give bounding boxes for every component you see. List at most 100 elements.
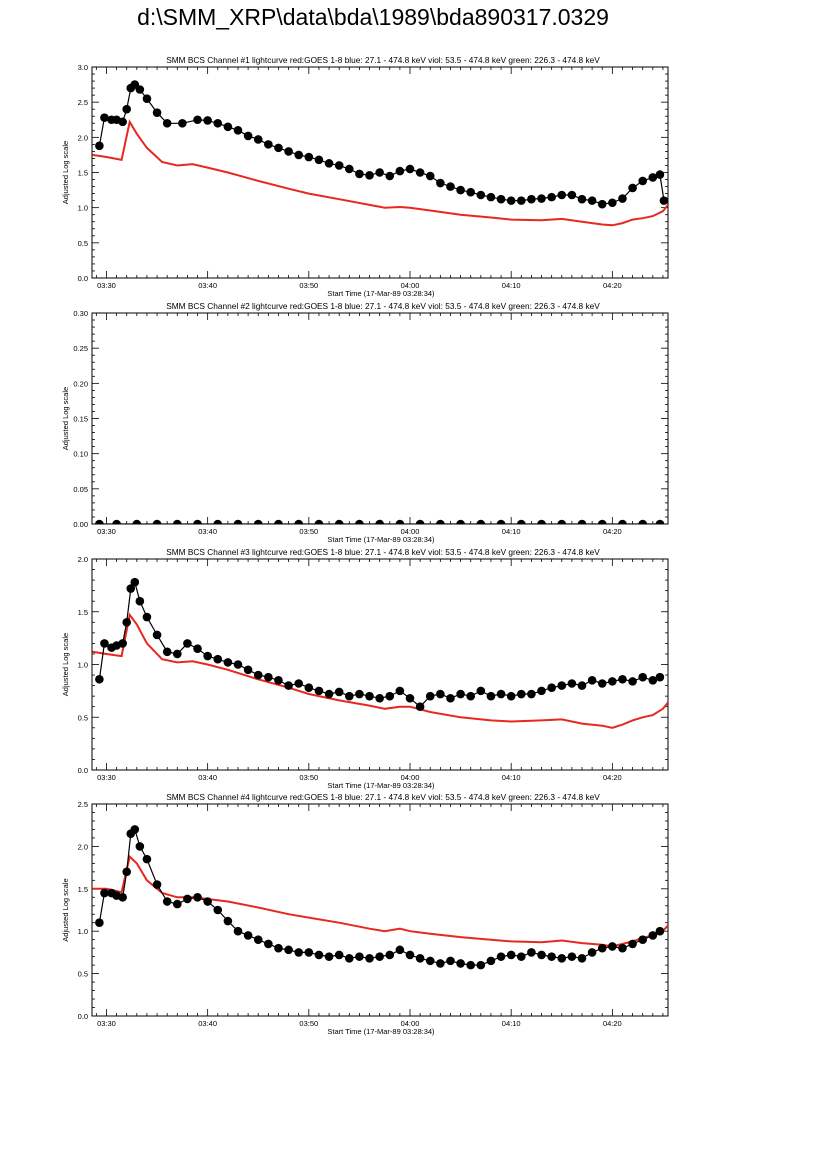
plot-frame [91, 803, 669, 1017]
channel-data-point [608, 198, 617, 208]
x-tick-label: 03:40 [198, 281, 217, 290]
channel-data-point [264, 672, 273, 682]
channel-data-point [130, 825, 140, 834]
channel-data-point [100, 888, 109, 898]
channel-data-point [618, 519, 627, 524]
channel-data-point [203, 116, 212, 125]
channel-data-point [95, 519, 104, 524]
channel-data-point [172, 649, 182, 659]
channel-data-point [183, 894, 192, 904]
channel-data-point [385, 691, 395, 701]
channel-data-point [415, 168, 425, 177]
channel-data-point [183, 639, 192, 648]
channel-data-point [506, 950, 516, 960]
panel-title: SMM BCS Channel #1 lightcurve red:GOES 1… [166, 55, 600, 65]
channel-data-point [425, 691, 435, 701]
x-tick-label: 03:40 [198, 527, 217, 536]
channel-data-point [516, 689, 526, 699]
channel-data-point [466, 960, 476, 970]
channel-data-point [284, 945, 293, 955]
channel-data-point [334, 687, 344, 697]
channel-data-point [638, 176, 648, 186]
channel-data-point [587, 948, 597, 957]
channel-data-point [456, 185, 465, 195]
channel-data-point [122, 618, 132, 627]
y-tick-label: 0.00 [73, 520, 88, 529]
page-title: d:\SMM_XRP\data\bda\1989\bda890317.0329 [137, 4, 609, 30]
channel-data-point [547, 952, 556, 961]
channel-data-point [597, 199, 607, 209]
channel-data-point [365, 171, 374, 180]
channel-data-point [395, 686, 405, 696]
channel-data-point [213, 654, 223, 664]
channel-data-point [537, 686, 546, 696]
x-tick-label: 03:30 [97, 773, 116, 782]
x-tick-label: 04:10 [502, 773, 521, 782]
y-tick-label: 0.15 [73, 415, 88, 424]
channel-data-point [243, 665, 253, 675]
channel-data-point [152, 519, 162, 524]
channel-data-point [405, 693, 415, 703]
channel-data-point [446, 693, 455, 703]
channel-data-point [557, 519, 567, 524]
channel-data-point [223, 916, 233, 926]
channel-data-point [496, 952, 506, 961]
channel-data-point [557, 190, 567, 200]
x-tick-label: 04:10 [502, 527, 521, 536]
channel-data-point [314, 950, 324, 960]
channel-data-point [655, 170, 665, 179]
y-axis-label: Adjusted Log scale [61, 633, 70, 696]
channel-data-point [436, 178, 445, 188]
channel-data-point [486, 691, 496, 701]
channel-data-point [324, 159, 334, 168]
channel-data-point [233, 126, 243, 135]
channel-data-point [274, 676, 283, 685]
y-axis-label: Adjusted Log scale [61, 387, 70, 450]
channel-data-point [587, 196, 597, 205]
channel-data-point [476, 190, 486, 200]
channel-data-point [446, 182, 455, 191]
channel-data-point [213, 118, 223, 128]
channel-data-point [375, 952, 384, 961]
channel-data-point [122, 867, 132, 877]
channel-data-point [274, 943, 283, 953]
channel-data-point [385, 950, 395, 960]
channel-data-point [334, 161, 344, 170]
channel-data-point [648, 676, 658, 685]
channel-data-point [537, 519, 546, 524]
channel-data-point [233, 660, 243, 669]
channel-data-point [659, 196, 668, 205]
channel-data-point [466, 187, 476, 197]
channel-data-point [476, 960, 486, 970]
channel-data-point [193, 892, 202, 902]
channel-data-point [112, 519, 121, 524]
channel-data-point [557, 681, 567, 690]
y-tick-label: 1.0 [78, 204, 88, 213]
channel-data-point [334, 950, 344, 960]
channel-data-point [385, 171, 395, 181]
channel-data-point [355, 952, 364, 961]
channel-data-point [213, 905, 223, 915]
x-tick-label: 04:20 [603, 281, 622, 290]
y-tick-label: 0.0 [78, 1012, 88, 1021]
chart-panel-3: SMM BCS Channel #3 lightcurve red:GOES 1… [61, 547, 669, 790]
y-tick-label: 1.0 [78, 927, 88, 936]
channel-data-point [577, 954, 587, 963]
channel-data-point [294, 150, 304, 160]
channel-data-point [557, 954, 567, 963]
channel-data-point [126, 584, 136, 593]
x-tick-label: 03:50 [299, 773, 318, 782]
channel-data-point [375, 693, 384, 703]
channel-data-point [405, 164, 415, 174]
plot-frame [91, 558, 669, 771]
channel-data-point [608, 942, 617, 951]
y-tick-label: 2.5 [78, 800, 88, 809]
channel-data-point [527, 689, 536, 699]
y-tick-label: 2.0 [78, 555, 88, 564]
x-axis-label: Start Time (17-Mar-89 03:28:34) [327, 781, 435, 790]
channel-data-point [130, 577, 140, 587]
y-axis-label: Adjusted Log scale [61, 878, 70, 941]
channel-data-point [527, 194, 536, 204]
channel-data-point [486, 192, 496, 202]
channel-data-point [193, 644, 202, 653]
